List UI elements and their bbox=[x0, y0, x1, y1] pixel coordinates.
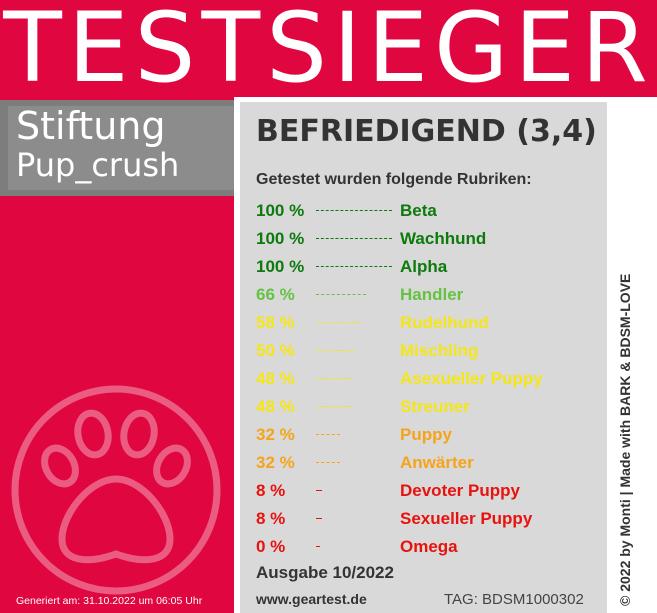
category-name: Omega bbox=[400, 537, 458, 556]
category-percent: 50 % bbox=[256, 341, 295, 360]
category-bar bbox=[316, 322, 360, 323]
issue-label: Ausgabe 10/2022 bbox=[256, 563, 394, 582]
category-name: Sexueller Puppy bbox=[400, 509, 533, 528]
category-percent: 100 % bbox=[256, 257, 305, 276]
category-percent: 58 % bbox=[256, 313, 295, 332]
result-panel bbox=[240, 102, 607, 613]
category-name: Mischling bbox=[400, 341, 479, 360]
category-bar bbox=[316, 350, 354, 351]
category-percent: 48 % bbox=[256, 369, 295, 388]
category-row: 50 % Mischling bbox=[0, 339, 610, 363]
category-bar bbox=[316, 462, 340, 463]
brand-name-line1: Stiftung bbox=[16, 104, 166, 148]
category-row: 100 % Alpha bbox=[0, 255, 610, 279]
category-name: Puppy bbox=[400, 425, 452, 444]
tag-id: TAG: BDSM1000302 bbox=[444, 591, 584, 608]
paw-icon bbox=[11, 385, 221, 595]
category-row: 100 % Wachhund bbox=[0, 227, 610, 251]
category-bar bbox=[316, 406, 352, 407]
category-bar bbox=[316, 294, 366, 295]
category-row: 8 % Sexueller Puppy bbox=[0, 507, 610, 531]
banner-title: TESTSIEGER bbox=[3, 0, 654, 104]
category-bar bbox=[316, 238, 392, 239]
generated-timestamp: Generiert am: 31.10.2022 um 06:05 Uhr bbox=[16, 595, 203, 607]
category-name: Wachhund bbox=[400, 229, 487, 248]
category-row: 58 % Rudelhund bbox=[0, 311, 610, 335]
category-name: Rudelhund bbox=[400, 313, 489, 332]
category-name: Handler bbox=[400, 285, 464, 304]
category-percent: 48 % bbox=[256, 397, 295, 416]
category-row: 32 % Anwärter bbox=[0, 451, 610, 475]
category-name: Devoter Puppy bbox=[400, 481, 520, 500]
category-name: Beta bbox=[400, 201, 437, 220]
category-row: 8 % Devoter Puppy bbox=[0, 479, 610, 503]
category-bar bbox=[316, 210, 392, 211]
category-percent: 0 % bbox=[256, 537, 286, 556]
category-bar bbox=[316, 518, 322, 519]
category-bar bbox=[316, 266, 392, 267]
category-percent: 8 % bbox=[256, 509, 286, 528]
category-row: 48 % Streuner bbox=[0, 395, 610, 419]
category-percent: 66 % bbox=[256, 285, 295, 304]
brand-box bbox=[0, 100, 234, 196]
rating-verdict: BEFRIEDIGEND (3,4) bbox=[256, 114, 597, 149]
category-row: 48 % Asexueller Puppy bbox=[0, 367, 610, 391]
category-bar bbox=[316, 378, 352, 379]
category-percent: 100 % bbox=[256, 229, 305, 248]
category-row: 0 % Omega bbox=[0, 535, 610, 559]
category-percent: 8 % bbox=[256, 481, 286, 500]
website-link[interactable]: www.geartest.de bbox=[256, 591, 367, 607]
category-row: 32 % Puppy bbox=[0, 423, 610, 447]
category-percent: 100 % bbox=[256, 201, 305, 220]
category-row: 66 % Handler bbox=[0, 283, 610, 307]
category-name: Streuner bbox=[400, 397, 470, 416]
category-row: 100 % Beta bbox=[0, 199, 610, 223]
brand-name-line2: Pup_crush bbox=[16, 146, 180, 184]
categories-intro: Getestet wurden folgende Rubriken: bbox=[256, 171, 532, 188]
testsieger-banner: TESTSIEGER bbox=[0, 0, 657, 104]
brand-box-inner bbox=[8, 106, 234, 190]
category-bar bbox=[316, 490, 322, 491]
category-name: Anwärter bbox=[400, 453, 474, 472]
category-percent: 32 % bbox=[256, 453, 295, 472]
category-bar bbox=[316, 434, 340, 435]
credit-line: © 2022 by Monti | Made with BARK & BDSM-… bbox=[617, 273, 633, 606]
category-percent: 32 % bbox=[256, 425, 295, 444]
category-bar bbox=[316, 546, 320, 547]
category-name: Asexueller Puppy bbox=[400, 369, 543, 388]
category-name: Alpha bbox=[400, 257, 448, 276]
